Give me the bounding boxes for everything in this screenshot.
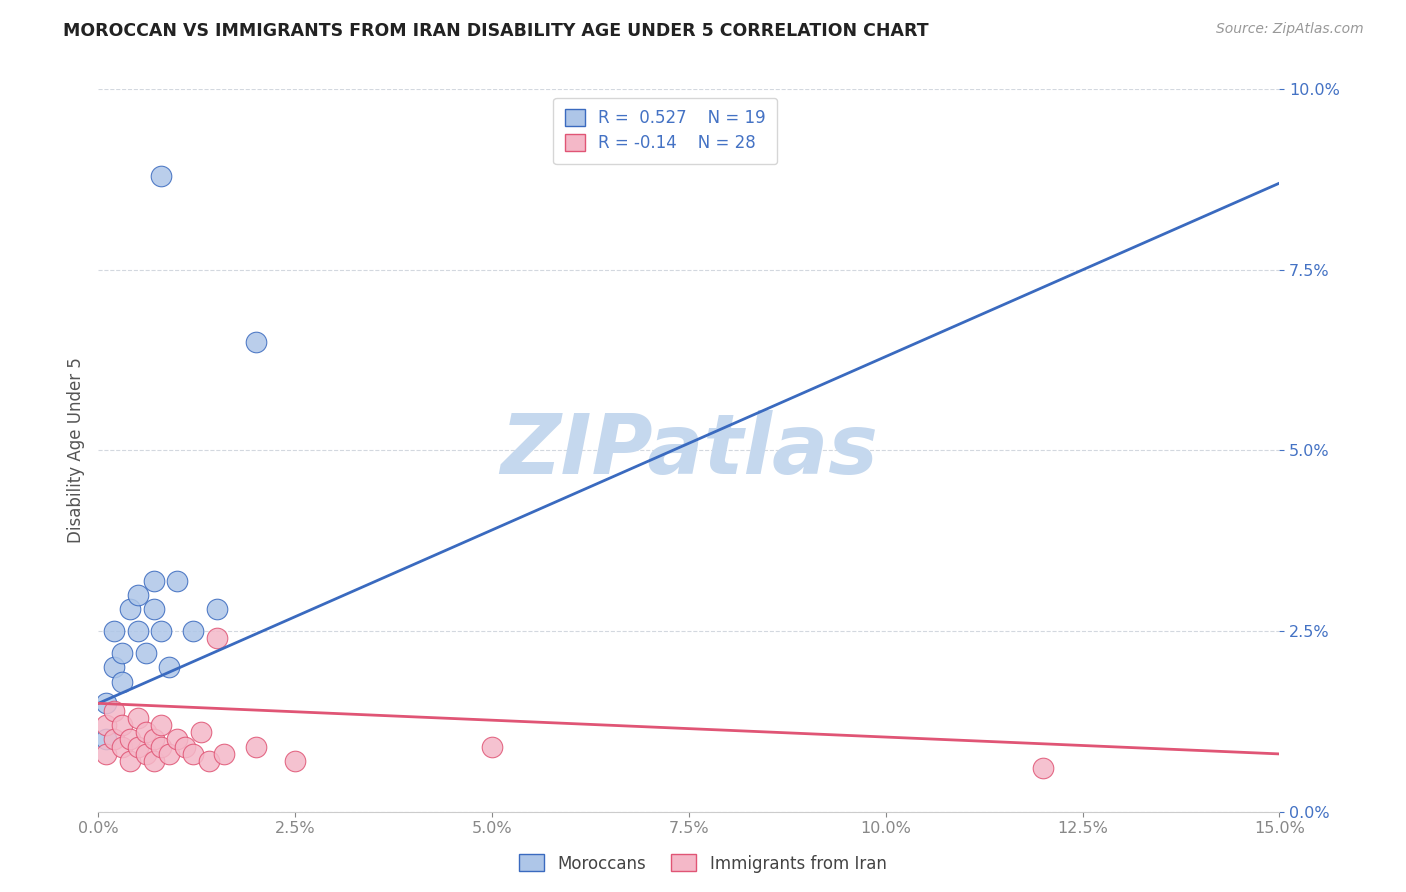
Point	[118, 732, 141, 747]
Point	[103, 704, 125, 718]
Point	[103, 624, 125, 639]
Point	[127, 588, 149, 602]
Point	[111, 718, 134, 732]
Point	[197, 754, 219, 768]
Legend: R =  0.527    N = 19, R = -0.14    N = 28: R = 0.527 N = 19, R = -0.14 N = 28	[553, 97, 778, 164]
Point	[181, 624, 204, 639]
Point	[111, 674, 134, 689]
Point	[111, 646, 134, 660]
Point	[142, 732, 165, 747]
Y-axis label: Disability Age Under 5: Disability Age Under 5	[66, 358, 84, 543]
Point	[166, 574, 188, 588]
Point	[142, 754, 165, 768]
Point	[96, 747, 118, 761]
Point	[103, 660, 125, 674]
Point	[118, 602, 141, 616]
Point	[166, 732, 188, 747]
Point	[205, 602, 228, 616]
Point	[96, 697, 118, 711]
Point	[157, 747, 180, 761]
Point	[245, 334, 267, 349]
Point	[150, 169, 173, 183]
Text: MOROCCAN VS IMMIGRANTS FROM IRAN DISABILITY AGE UNDER 5 CORRELATION CHART: MOROCCAN VS IMMIGRANTS FROM IRAN DISABIL…	[63, 22, 929, 40]
Text: ZIPatlas: ZIPatlas	[501, 410, 877, 491]
Point	[135, 725, 157, 739]
Point	[135, 646, 157, 660]
Point	[174, 739, 197, 754]
Point	[181, 747, 204, 761]
Point	[190, 725, 212, 739]
Point	[157, 660, 180, 674]
Point	[127, 711, 149, 725]
Point	[1032, 761, 1054, 775]
Text: Source: ZipAtlas.com: Source: ZipAtlas.com	[1216, 22, 1364, 37]
Point	[214, 747, 236, 761]
Point	[111, 739, 134, 754]
Point	[127, 624, 149, 639]
Point	[118, 754, 141, 768]
Point	[245, 739, 267, 754]
Point	[150, 739, 173, 754]
Point	[150, 624, 173, 639]
Point	[481, 739, 503, 754]
Point	[135, 747, 157, 761]
Point	[205, 632, 228, 646]
Point	[96, 718, 118, 732]
Point	[103, 732, 125, 747]
Point	[142, 602, 165, 616]
Point	[150, 718, 173, 732]
Point	[127, 739, 149, 754]
Point	[142, 574, 165, 588]
Point	[96, 732, 118, 747]
Point	[284, 754, 307, 768]
Legend: Moroccans, Immigrants from Iran: Moroccans, Immigrants from Iran	[513, 847, 893, 880]
